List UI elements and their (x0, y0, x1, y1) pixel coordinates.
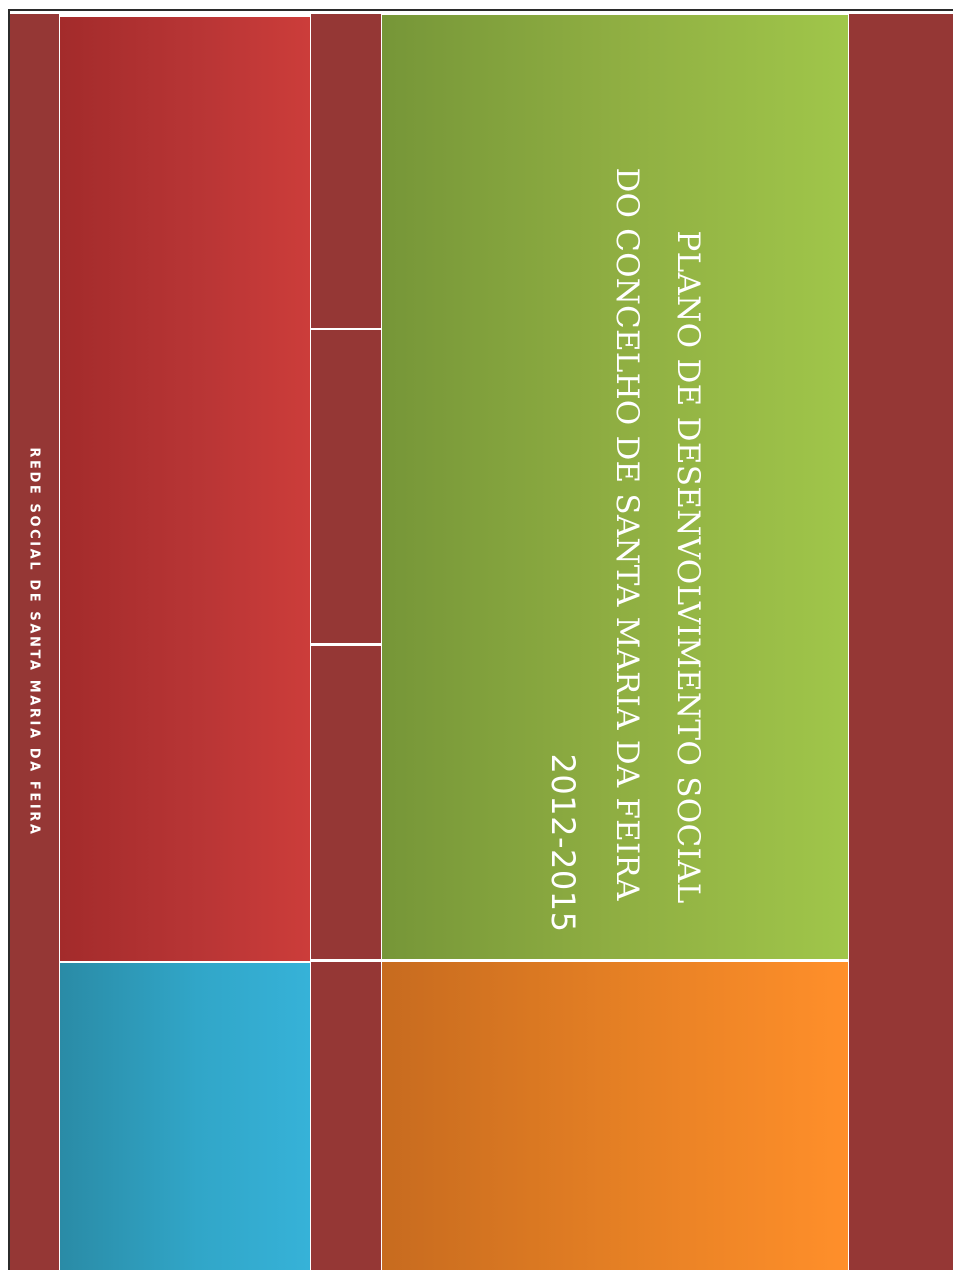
maroon-cell-4 (311, 962, 381, 1270)
spine-strip (10, 14, 59, 1270)
title-years: 2012-2015 (544, 753, 582, 933)
orange-panel (382, 962, 848, 1270)
right-strip (849, 14, 953, 1270)
maroon-cell-2 (311, 330, 381, 643)
maroon-cell-1 (311, 14, 381, 328)
left-border-line (8, 10, 10, 1270)
maroon-cell-3 (311, 646, 381, 959)
divider-line (311, 959, 848, 962)
red-panel (60, 17, 310, 961)
title-line-1: PLANO DE DESENVOLVIMENTO SOCIAL (670, 230, 706, 904)
top-border-line (8, 9, 953, 11)
green-title-panel (382, 15, 848, 959)
divider-line (311, 328, 381, 330)
title-line-2: DO CONCELHO DE SANTA MARIA DA FEIRA (609, 167, 645, 901)
divider-line (60, 14, 310, 17)
divider-line (311, 643, 381, 646)
blue-panel (60, 963, 310, 1270)
spine-label: REDE SOCIAL DE SANTA MARIA DA FEIRA (26, 447, 42, 837)
